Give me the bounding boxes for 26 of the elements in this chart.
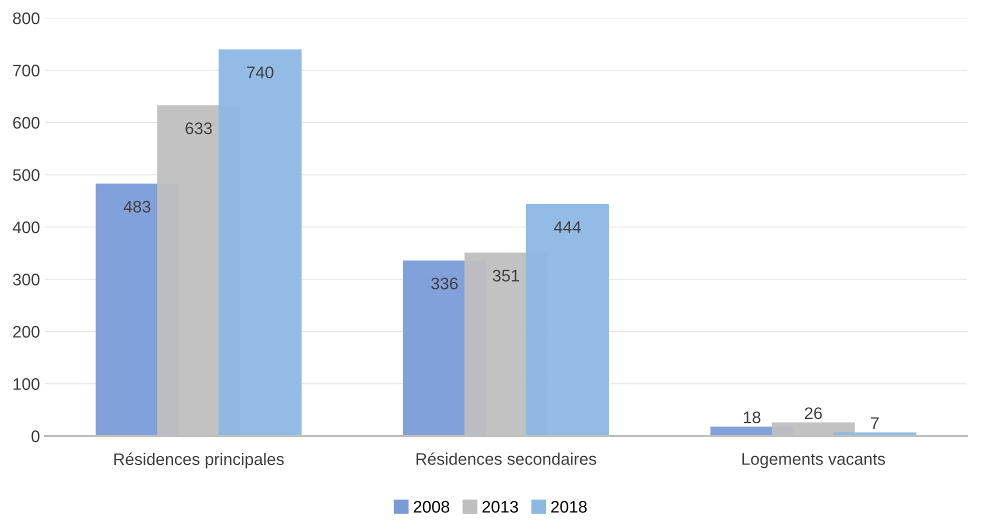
legend-label: 2008 <box>414 500 450 513</box>
y-tick-label: 600 <box>13 116 40 129</box>
data-label: 444 <box>554 221 581 233</box>
y-tick-label: 800 <box>13 12 40 24</box>
legend-label: 2013 <box>482 500 518 513</box>
y-tick-label: 0 <box>32 430 40 442</box>
y-tick-label: 100 <box>14 378 40 390</box>
x-tick-label: Logements vacants <box>742 453 886 468</box>
y-tick-label: 500 <box>13 169 40 181</box>
data-label: 336 <box>431 278 458 290</box>
x-tick-label: Résidences principales <box>114 452 284 468</box>
data-label: 18 <box>744 412 760 424</box>
data-label: 26 <box>804 407 822 420</box>
data-label: 740 <box>247 66 274 78</box>
y-tick-label: 200 <box>13 326 40 338</box>
bar <box>526 204 609 436</box>
y-tick-label: 400 <box>12 221 40 234</box>
y-tick-label: 700 <box>13 64 40 76</box>
data-label: 351 <box>492 270 520 282</box>
data-label: 633 <box>186 122 212 134</box>
data-label: 7 <box>871 417 879 429</box>
y-tick-label: 300 <box>12 274 40 286</box>
x-tick-label: Résidences secondaires <box>416 452 596 465</box>
bar <box>218 49 302 436</box>
legend-label: 2018 <box>551 500 587 513</box>
data-label: 483 <box>124 200 150 213</box>
